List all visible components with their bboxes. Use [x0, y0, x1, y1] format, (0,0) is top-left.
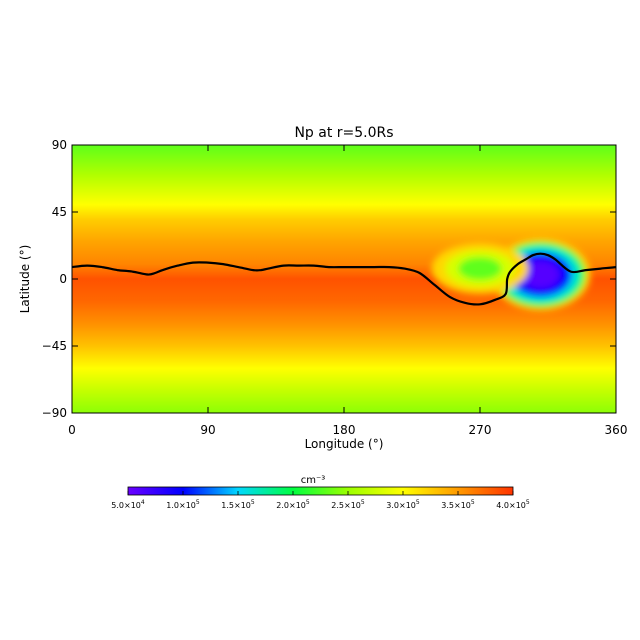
y-tick-label: −90 [42, 406, 67, 420]
colorbar-tick-label: 1.0×105 [166, 499, 200, 510]
y-tick-label: 90 [52, 138, 67, 152]
neutral-line [72, 252, 616, 306]
colorbar-unit: cm⁻³ [301, 475, 326, 486]
chart-title: Np at r=5.0Rs [294, 125, 393, 141]
x-axis-ticks: 0 90 180 270 360 [68, 145, 627, 437]
y-tick-label: 45 [52, 205, 67, 219]
y-axis-ticks: 90 45 0 −45 −90 [42, 138, 616, 420]
x-tick-label: 0 [68, 423, 76, 437]
green-lobe [431, 243, 529, 294]
x-tick-label: 360 [605, 423, 628, 437]
plot-area [72, 145, 616, 413]
colorbar-tick-label: 1.5×105 [221, 499, 255, 510]
x-tick-label: 270 [469, 423, 492, 437]
density-features [431, 238, 591, 311]
x-axis-label: Longitude (°) [305, 437, 384, 451]
colorbar: cm⁻³ 5.0×104 1.0×105 1.5×105 2.0×105 2.5×105… [111, 475, 530, 510]
colorbar-tick-label: 5.0×104 [111, 499, 145, 510]
y-tick-label: 0 [59, 272, 67, 286]
colorbar-tick-label: 3.0×105 [386, 499, 420, 510]
y-axis-label: Latitude (°) [18, 245, 32, 314]
x-tick-label: 180 [333, 423, 356, 437]
colorbar-tick-label: 2.5×105 [331, 499, 365, 510]
x-tick-label: 90 [200, 423, 215, 437]
colorbar-tick-label: 3.5×105 [441, 499, 475, 510]
green-lobe-level [458, 257, 502, 280]
low-density-core-level [521, 260, 560, 289]
colorbar-ticks: 5.0×104 1.0×105 1.5×105 2.0×105 2.5×105 3.0×1… [111, 491, 530, 510]
colorbar-tick-label: 4.0×105 [496, 499, 530, 510]
colorbar-strip [127, 486, 514, 496]
colorbar-tick-label: 2.0×105 [276, 499, 310, 510]
y-tick-label: −45 [42, 339, 67, 353]
